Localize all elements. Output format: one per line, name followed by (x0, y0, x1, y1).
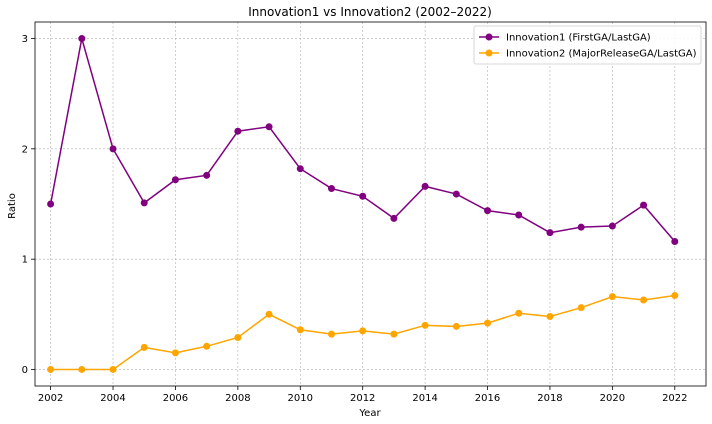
data-point-series-2 (546, 313, 554, 321)
data-point-series-1 (359, 192, 367, 200)
data-point-series-1 (234, 127, 242, 135)
data-point-series-2 (515, 309, 523, 317)
data-point-series-1 (78, 35, 86, 43)
data-point-series-1 (640, 201, 648, 209)
legend-label-innovation1: Innovation1 (FirstGA/LastGA) (506, 33, 651, 44)
data-point-series-2 (203, 342, 211, 350)
data-point-series-1 (203, 171, 211, 179)
data-point-series-2 (640, 296, 648, 304)
data-point-series-2 (484, 319, 492, 327)
data-point-series-2 (265, 310, 273, 318)
data-point-series-2 (327, 330, 335, 338)
x-axis: 2002 2004 2006 2008 2010 2012 2014 2016 2018 2020… (38, 386, 688, 404)
x-tick-label: 2018 (537, 393, 562, 404)
data-point-series-1 (140, 199, 148, 207)
data-point-series-2 (608, 293, 616, 301)
grid (35, 22, 706, 386)
y-tick-label: 0 (22, 365, 28, 376)
series (47, 35, 679, 373)
data-point-series-2 (109, 365, 117, 373)
data-point-series-2 (577, 304, 585, 312)
data-point-series-2 (671, 292, 679, 300)
y-tick-label: 3 (22, 34, 28, 45)
data-point-series-2 (421, 321, 429, 329)
legend-marker-innovation2 (485, 49, 493, 57)
chart-title: Innovation1 vs Innovation2 (2002–2022) (248, 5, 492, 19)
data-point-series-1 (265, 123, 273, 131)
x-tick-label: 2022 (662, 393, 687, 404)
x-tick-label: 2016 (475, 393, 500, 404)
data-point-series-2 (359, 327, 367, 335)
data-point-series-2 (390, 330, 398, 338)
legend-label-innovation2: Innovation2 (MajorReleaseGA/LastGA) (506, 49, 697, 60)
legend: Innovation1 (FirstGA/LastGA) Innovation2… (473, 25, 702, 65)
plot-frame (34, 21, 707, 387)
data-point-series-1 (546, 229, 554, 237)
data-point-series-1 (452, 190, 460, 198)
data-point-series-1 (515, 211, 523, 219)
data-point-series-1 (421, 182, 429, 190)
data-point-series-2 (296, 326, 304, 334)
data-point-series-1 (296, 165, 304, 173)
y-axis-label: Ratio (7, 193, 18, 219)
y-axis: 0 1 2 3 (22, 34, 35, 376)
x-axis-label: Year (358, 408, 381, 419)
data-point-series-2 (234, 333, 242, 341)
data-point-series-1 (608, 222, 616, 230)
x-tick-label: 2004 (100, 393, 125, 404)
data-point-series-1 (47, 200, 55, 208)
data-point-series-2 (140, 343, 148, 351)
data-point-series-2 (78, 365, 86, 373)
x-tick-label: 2008 (225, 393, 250, 404)
x-tick-label: 2010 (288, 393, 313, 404)
x-tick-label: 2012 (350, 393, 375, 404)
y-tick-label: 1 (22, 255, 28, 266)
x-tick-label: 2014 (412, 393, 437, 404)
x-tick-label: 2020 (600, 393, 625, 404)
data-point-series-1 (171, 176, 179, 184)
data-point-series-2 (452, 322, 460, 330)
x-tick-label: 2002 (38, 393, 63, 404)
data-point-series-2 (47, 365, 55, 373)
data-point-series-1 (671, 238, 679, 246)
data-point-series-1 (484, 207, 492, 215)
legend-box (473, 25, 702, 65)
data-point-series-1 (577, 223, 585, 231)
data-point-series-1 (109, 145, 117, 153)
y-tick-label: 2 (22, 144, 28, 155)
x-tick-label: 2006 (163, 393, 188, 404)
data-point-series-1 (327, 185, 335, 193)
data-point-series-2 (171, 349, 179, 357)
legend-marker-innovation1 (485, 33, 493, 41)
data-point-series-1 (390, 214, 398, 222)
